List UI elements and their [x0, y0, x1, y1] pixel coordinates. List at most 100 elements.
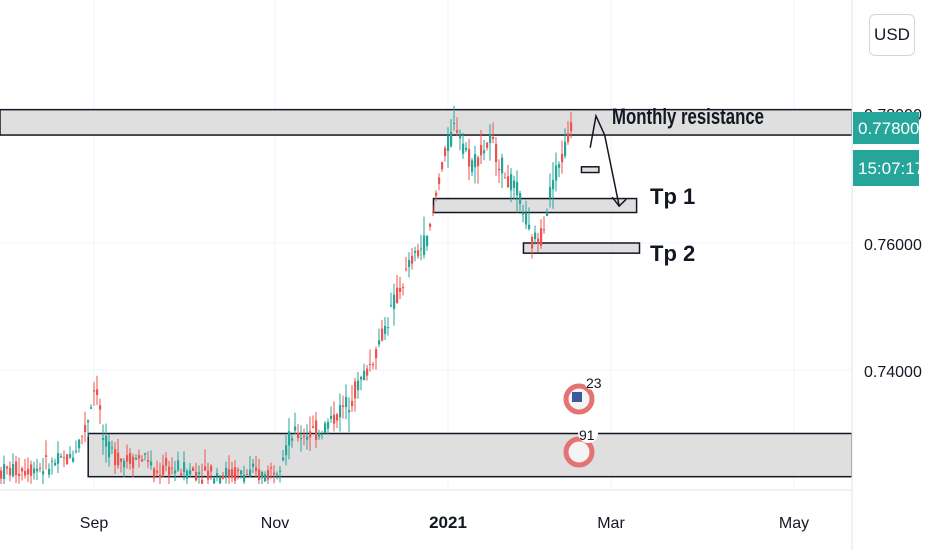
candle-41: [123, 458, 126, 478]
candle-81: [243, 465, 246, 484]
candle-140: [420, 234, 423, 261]
candle-89: [267, 465, 270, 484]
candle-39: [117, 438, 120, 469]
candle-72: [216, 467, 219, 482]
x-tick-mar: Mar: [597, 515, 625, 532]
candles: [0, 105, 573, 484]
candle-103: [309, 416, 312, 452]
candle-24: [72, 450, 75, 463]
candle-32: [96, 375, 99, 405]
candle-149: [447, 127, 450, 168]
candle-91: [273, 465, 276, 484]
candle-114: [342, 395, 345, 419]
candle-12: [36, 458, 39, 481]
candle-96: [288, 418, 291, 460]
candle-163: [489, 124, 492, 161]
candle-27: [81, 435, 84, 445]
candle-52: [156, 460, 159, 476]
candle-61: [183, 451, 186, 481]
candle-109: [327, 418, 330, 435]
candle-99: [297, 423, 300, 442]
candle-102: [306, 424, 309, 450]
candle-90: [270, 462, 273, 479]
candle-34: [102, 424, 105, 455]
currency-button[interactable]: USD: [869, 14, 915, 56]
candle-107: [321, 430, 324, 440]
drawings: [589, 113, 627, 208]
candle-11: [33, 461, 36, 480]
candle-165: [495, 137, 498, 176]
event-count-upper: 23: [586, 375, 602, 391]
annotation-tp1[interactable]: Tp 1: [650, 184, 695, 209]
candle-74: [222, 472, 225, 480]
annotation-tp2[interactable]: Tp 2: [650, 241, 695, 266]
candle-38: [114, 442, 117, 474]
candle-97: [291, 433, 294, 448]
candle-185: [555, 152, 558, 192]
candle-125: [375, 346, 378, 370]
candle-51: [153, 466, 156, 483]
zone-tp2[interactable]: [522, 242, 641, 254]
candle-59: [177, 451, 180, 473]
candle-169: [507, 164, 510, 188]
candle-47: [141, 455, 144, 462]
zone-support[interactable]: [87, 432, 853, 478]
candle-87: [261, 470, 264, 484]
candle-30: [90, 404, 93, 410]
candle-161: [483, 139, 486, 161]
candle-57: [171, 457, 174, 475]
currency-label: USD: [874, 25, 910, 44]
candle-155: [465, 142, 468, 153]
candle-188: [564, 128, 567, 159]
candle-176: [528, 207, 531, 231]
arrow-head-icon: [611, 196, 627, 208]
candle-112: [336, 412, 339, 429]
candle-18: [54, 458, 57, 467]
candle-106: [318, 429, 321, 440]
event-marker-upper[interactable]: 23: [563, 372, 602, 415]
candle-2: [6, 465, 9, 475]
candle-123: [369, 349, 372, 372]
projection-path[interactable]: [589, 113, 620, 207]
candle-82: [246, 468, 249, 476]
candle-21: [63, 450, 66, 468]
candle-50: [150, 450, 153, 470]
candle-79: [237, 467, 240, 480]
annotation-monthly-resistance[interactable]: Monthly resistance: [612, 104, 764, 129]
candle-36: [108, 433, 111, 467]
candle-151: [453, 105, 456, 131]
candle-19: [57, 441, 60, 474]
y-tick-0-74000: 0.74000: [864, 364, 922, 381]
event-badge-lower: [578, 423, 598, 443]
candle-78: [234, 460, 237, 484]
event-badge-upper: [584, 372, 602, 390]
candle-146: [438, 173, 441, 191]
candle-167: [501, 153, 504, 189]
event-marker-lower[interactable]: 91: [563, 423, 598, 468]
zone-tp1[interactable]: [432, 197, 638, 214]
candle-137: [411, 248, 414, 270]
candle-120: [360, 375, 363, 391]
candle-29: [87, 419, 90, 437]
candle-182: [546, 208, 549, 217]
last-price-label: 0.77800: [858, 119, 919, 138]
candle-101: [303, 428, 306, 446]
candle-177: [531, 234, 534, 259]
candle-5: [15, 455, 18, 483]
candle-190: [570, 111, 573, 139]
candle-85: [255, 455, 258, 477]
countdown-tag: 15:07:17: [853, 150, 924, 186]
price-axis-panel[interactable]: [852, 0, 932, 550]
candle-20: [60, 453, 63, 458]
candle-40: [120, 458, 123, 473]
zone-entry[interactable]: [580, 166, 600, 174]
candle-130: [390, 292, 393, 308]
candle-179: [537, 232, 540, 253]
candle-180: [540, 219, 543, 249]
candle-22: [66, 453, 69, 465]
candle-3: [9, 461, 12, 482]
candle-135: [405, 256, 408, 272]
candle-37: [111, 440, 114, 454]
